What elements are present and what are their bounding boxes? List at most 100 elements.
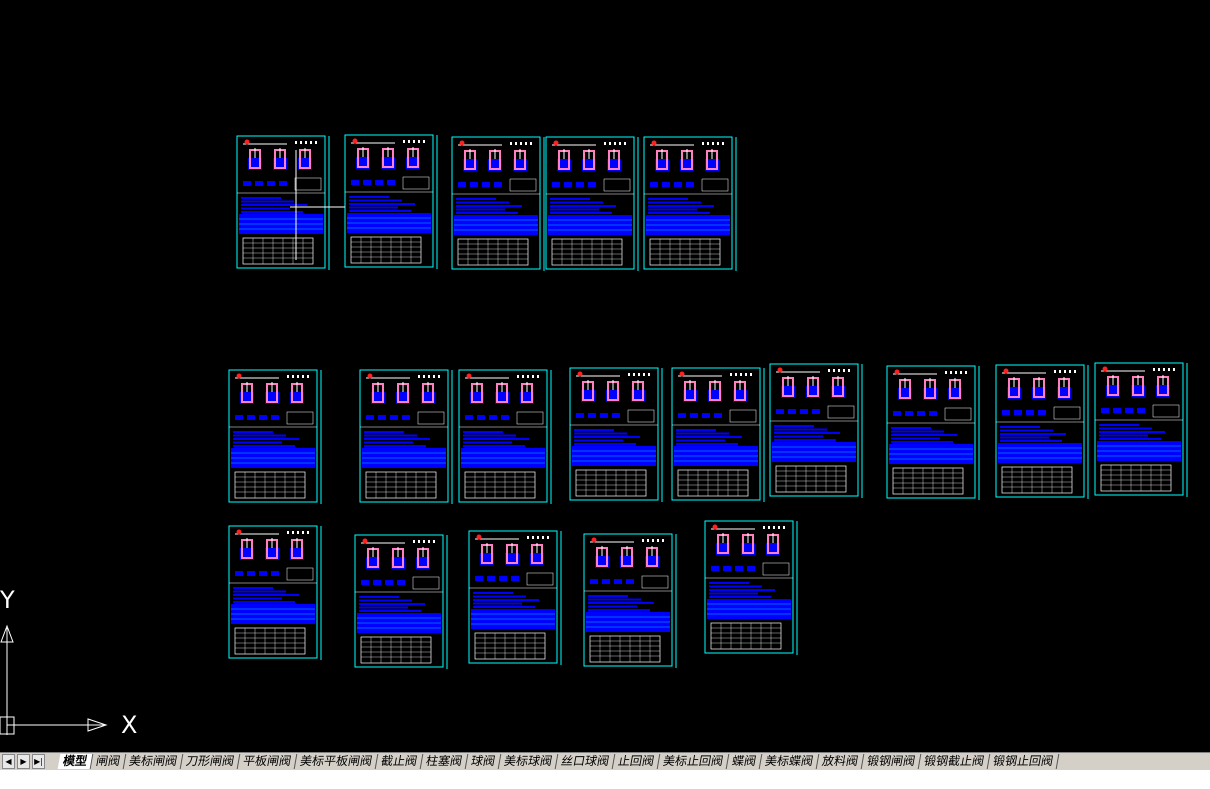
- dim-block: [893, 411, 901, 416]
- dim-block: [788, 409, 796, 414]
- header-mark: [707, 142, 709, 145]
- text-block: [233, 597, 282, 600]
- text-block: [473, 606, 535, 608]
- header-mark: [652, 539, 654, 542]
- layout-tab[interactable]: 球阀: [465, 754, 502, 769]
- dim-block: [494, 182, 502, 187]
- layout-tab[interactable]: 美标止回阀: [657, 754, 730, 769]
- text-block: [648, 201, 701, 204]
- header-mark: [1173, 368, 1175, 371]
- text-block: [233, 590, 286, 593]
- dim-block: [905, 411, 913, 416]
- tab-first[interactable]: ◀: [2, 754, 15, 769]
- layout-tab[interactable]: 锻钢截止阀: [918, 754, 991, 769]
- header-mark: [638, 373, 640, 376]
- header-mark: [833, 369, 835, 372]
- drawing-sheet: [1094, 362, 1188, 497]
- header-mark: [702, 142, 704, 145]
- header-mark: [287, 375, 289, 378]
- header-mark: [745, 373, 747, 376]
- layout-tab[interactable]: 蝶阀: [726, 754, 763, 769]
- header-mark: [307, 531, 309, 534]
- spec-box: [641, 575, 669, 589]
- text-block: [233, 594, 299, 596]
- layout-tab[interactable]: 丝口球阀: [555, 754, 616, 769]
- layout-tab[interactable]: 美标球阀: [498, 754, 559, 769]
- sheet-border: [236, 135, 326, 269]
- layout-tab[interactable]: 止回阀: [612, 754, 661, 769]
- size-table: [457, 238, 529, 266]
- layout-tab[interactable]: 柱塞阀: [420, 754, 469, 769]
- header-mark: [433, 540, 435, 543]
- layout-tab[interactable]: 闸阀: [90, 754, 127, 769]
- text-block: [456, 208, 505, 211]
- text-block: [364, 434, 417, 437]
- spec-box: [526, 572, 554, 586]
- layout-tab[interactable]: 锻钢闸阀: [861, 754, 922, 769]
- text-block: [648, 208, 697, 211]
- text-block: [233, 434, 286, 437]
- size-table: [234, 471, 306, 499]
- layout-tab[interactable]: 刀形闸阀: [180, 754, 241, 769]
- layout-tab[interactable]: 美标平板闸阀: [294, 754, 379, 769]
- header-mark: [547, 536, 549, 539]
- text-block: [463, 438, 529, 440]
- layout-tab[interactable]: 美标闸阀: [123, 754, 184, 769]
- ucs-box: [0, 716, 15, 735]
- dim-block: [1113, 408, 1121, 413]
- dim-block: [564, 182, 572, 187]
- header-mark: [418, 540, 420, 543]
- layout-tab[interactable]: 美标蝶阀: [759, 754, 820, 769]
- size-table: [242, 237, 314, 265]
- drawing-sheet: [569, 367, 663, 502]
- drawing-sheet: [236, 135, 330, 270]
- text-block: [1000, 426, 1040, 428]
- header-mark: [527, 375, 529, 378]
- layout-tab[interactable]: 锻钢止回阀: [987, 754, 1060, 769]
- text-block: [241, 207, 290, 210]
- size-table: [649, 238, 721, 266]
- tab-last[interactable]: ▶|: [32, 754, 45, 769]
- text-block: [359, 603, 425, 605]
- tab-prev[interactable]: ▶: [17, 754, 30, 769]
- header-mark: [542, 536, 544, 539]
- sheet-border: [545, 136, 635, 270]
- dim-block: [1038, 410, 1046, 415]
- header-mark: [525, 142, 527, 145]
- layout-tab[interactable]: 截止阀: [375, 754, 424, 769]
- logo: [476, 534, 482, 540]
- dim-block: [650, 182, 658, 187]
- logo: [679, 371, 685, 377]
- dim-block: [390, 415, 398, 420]
- layout-tab[interactable]: 模型: [57, 754, 94, 769]
- sheet-border: [354, 534, 444, 668]
- dim-block: [501, 415, 509, 420]
- spec-box: [509, 178, 537, 192]
- header-mark: [1069, 370, 1071, 373]
- layout-tab[interactable]: 放料阀: [816, 754, 865, 769]
- header-mark: [530, 142, 532, 145]
- layout-tab[interactable]: 平板闸阀: [237, 754, 298, 769]
- header-mark: [642, 539, 644, 542]
- dim-block: [723, 566, 731, 571]
- spec-box: [412, 576, 440, 590]
- header-mark: [428, 375, 430, 378]
- drawing-sheet: [643, 136, 737, 271]
- size-table: [474, 632, 546, 660]
- header-mark: [945, 371, 947, 374]
- dim-block: [662, 182, 670, 187]
- logo: [651, 140, 657, 146]
- dim-block: [674, 182, 682, 187]
- header-mark: [515, 142, 517, 145]
- dim-block: [470, 182, 478, 187]
- text-block: [709, 585, 762, 588]
- logo: [777, 367, 783, 373]
- dim-block: [929, 411, 937, 416]
- size-table: [1001, 466, 1073, 494]
- dim-block: [917, 411, 925, 416]
- dim-block: [489, 415, 497, 420]
- spec-box: [627, 409, 655, 423]
- dim-block: [475, 576, 483, 581]
- dim-block: [259, 571, 267, 576]
- header-mark: [750, 373, 752, 376]
